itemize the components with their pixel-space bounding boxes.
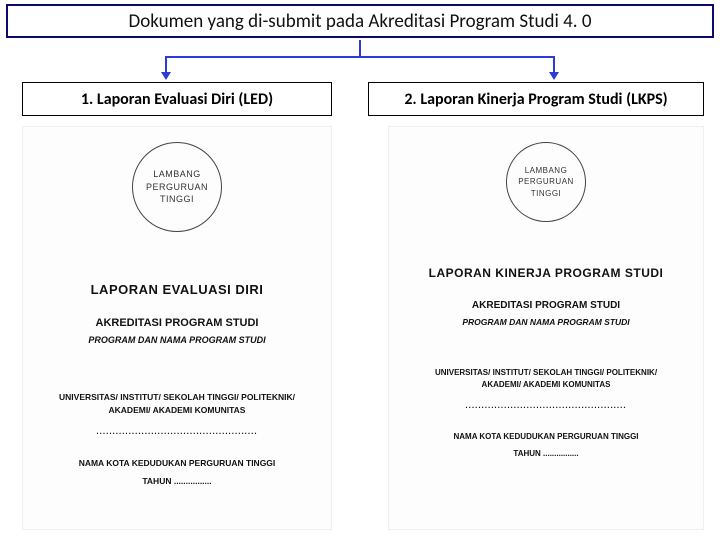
left-doc-dots: ........................................… [22,427,332,436]
right-heading-box: 2. Laporan Kinerja Program Studi (LKPS) [368,82,704,116]
left-doc-city: NAMA KOTA KEDUDUKAN PERGURUAN TINGGI [22,458,332,468]
connector-v-top [359,40,361,56]
left-logo-circle-icon: LAMBANG PERGURUAN TINGGI [132,142,222,232]
left-logo-line1: LAMBANG [153,168,201,181]
right-inst-line2: AKADEMI/ AKADEMI KOMUNITAS [388,379,704,391]
right-doc-city: NAMA KOTA KEDUDUKAN PERGURUAN TINGGI [388,432,704,441]
right-doc-dots: ........................................… [388,401,704,410]
left-logo-line3: TINGGI [160,193,194,206]
left-doc-institution: UNIVERSITAS/ INSTITUT/ SEKOLAH TINGGI/ P… [22,391,332,417]
right-inst-line1: UNIVERSITAS/ INSTITUT/ SEKOLAH TINGGI/ P… [388,367,704,379]
main-title-box: Dokumen yang di-submit pada Akreditasi P… [6,4,714,38]
right-heading-text: 2. Laporan Kinerja Program Studi (LKPS) [404,90,667,109]
right-logo-circle-icon: LAMBANG PERGURUAN TINGGI [506,142,586,222]
left-doc-title: LAPORAN EVALUASI DIRI [22,282,332,297]
right-doc-sub1: AKREDITASI PROGRAM STUDI [388,300,704,311]
right-doc-title: LAPORAN KINERJA PROGRAM STUDI [388,266,704,280]
slide-stage: Dokumen yang di-submit pada Akreditasi P… [0,0,720,540]
left-doc-year: TAHUN ................ [22,476,332,486]
left-inst-line1: UNIVERSITAS/ INSTITUT/ SEKOLAH TINGGI/ P… [22,391,332,404]
right-logo-line1: LAMBANG [525,165,568,176]
left-heading-box: 1. Laporan Evaluasi Diri (LED) [22,82,332,116]
left-heading-text: 1. Laporan Evaluasi Diri (LED) [81,90,273,109]
left-doc-panel: LAMBANG PERGURUAN TINGGI LAPORAN EVALUAS… [22,126,332,530]
right-logo-line3: TINGGI [531,188,562,199]
right-doc-institution: UNIVERSITAS/ INSTITUT/ SEKOLAH TINGGI/ P… [388,367,704,391]
arrowhead-right-icon [549,72,559,80]
left-doc-sub2: PROGRAM DAN NAMA PROGRAM STUDI [22,335,332,345]
main-title-text: Dokumen yang di-submit pada Akreditasi P… [129,10,592,33]
connector-horizontal [165,56,555,58]
right-logo-line2: PERGURUAN [518,176,574,187]
right-doc-panel: LAMBANG PERGURUAN TINGGI LAPORAN KINERJA… [388,126,704,530]
left-inst-line2: AKADEMI/ AKADEMI KOMUNITAS [22,404,332,417]
left-doc-sub1: AKREDITASI PROGRAM STUDI [22,317,332,329]
arrowhead-left-icon [161,72,171,80]
right-doc-sub2: PROGRAM DAN NAMA PROGRAM STUDI [388,317,704,327]
left-logo-line2: PERGURUAN [146,181,208,194]
right-doc-year: TAHUN ................ [388,449,704,458]
